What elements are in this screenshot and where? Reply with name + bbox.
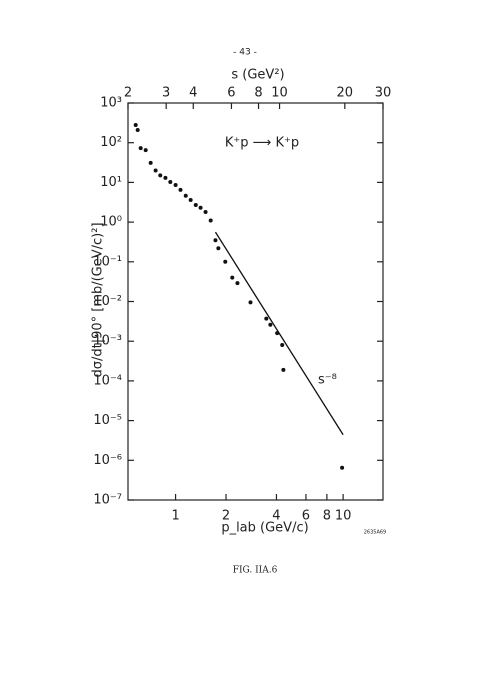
data-point — [230, 275, 235, 280]
data-point — [135, 127, 140, 132]
page-number: - 43 - — [233, 48, 257, 58]
x-tick-label: 2 — [222, 509, 230, 524]
data-point — [223, 259, 228, 264]
data-point — [163, 175, 168, 180]
data-point — [275, 331, 280, 336]
x2-tick-label: 2 — [124, 86, 132, 101]
data-point — [340, 465, 345, 470]
data-point — [178, 187, 183, 192]
y-tick-label: 10⁻² — [93, 294, 122, 309]
x2-tick-label: 10 — [271, 86, 288, 101]
data-point — [280, 343, 285, 348]
x2-axis-label: s (GeV²) — [231, 68, 284, 83]
x2-tick-label: 20 — [337, 86, 354, 101]
figure-code: 2635A69 — [364, 530, 387, 536]
data-point — [235, 281, 240, 286]
data-point — [216, 246, 221, 251]
data-point — [203, 209, 208, 214]
data-point — [153, 168, 158, 173]
data-point — [281, 367, 286, 372]
reaction-label: K⁺p ⟶ K⁺p — [225, 136, 299, 151]
data-point — [148, 160, 153, 165]
data-point — [183, 193, 188, 198]
data-point — [138, 146, 143, 151]
y-axis-label: dσ/dt|90° [mb/(GeV/c)²] — [91, 222, 106, 377]
x-tick-label: 4 — [272, 509, 280, 524]
fit-line — [214, 231, 344, 436]
data-point — [208, 218, 213, 223]
x-tick-label: 6 — [302, 509, 310, 524]
data-point — [158, 173, 163, 178]
fit-label: s⁻⁸ — [318, 373, 337, 388]
y-tick-label: 10² — [100, 135, 122, 150]
plot-frame — [127, 102, 384, 501]
y-tick-label: 10⁻³ — [93, 334, 122, 349]
data-point — [264, 316, 269, 321]
data-point — [173, 183, 178, 188]
data-point — [168, 180, 173, 185]
data-point — [213, 238, 218, 243]
y-tick-label: 10⁰ — [100, 215, 122, 230]
data-point — [193, 202, 198, 207]
data-point — [248, 300, 253, 305]
data-point — [133, 122, 138, 127]
x2-tick-label: 4 — [189, 86, 197, 101]
data-point — [268, 322, 273, 327]
x-tick-label: 10 — [335, 509, 352, 524]
x-tick-label: 8 — [323, 509, 331, 524]
data-point — [143, 148, 148, 153]
y-tick-label: 10⁻⁶ — [93, 453, 122, 468]
y-tick-label: 10¹ — [100, 175, 122, 190]
figure-caption: FIG. IIA.6 — [233, 566, 278, 576]
y-tick-label: 10³ — [100, 96, 122, 111]
x2-tick-label: 8 — [254, 86, 262, 101]
x2-tick-label: 30 — [375, 86, 392, 101]
y-tick-label: 10⁻⁵ — [93, 413, 122, 428]
y-tick-label: 10⁻⁷ — [93, 493, 122, 508]
x-tick-label: 1 — [171, 509, 179, 524]
y-tick-label: 10⁻¹ — [93, 254, 122, 269]
y-tick-label: 10⁻⁴ — [93, 373, 122, 388]
x2-tick-label: 6 — [227, 86, 235, 101]
data-point — [198, 205, 203, 210]
x2-tick-label: 3 — [162, 86, 170, 101]
data-point — [188, 198, 193, 203]
x-axis-label: p_lab (GeV/c) — [221, 521, 308, 536]
